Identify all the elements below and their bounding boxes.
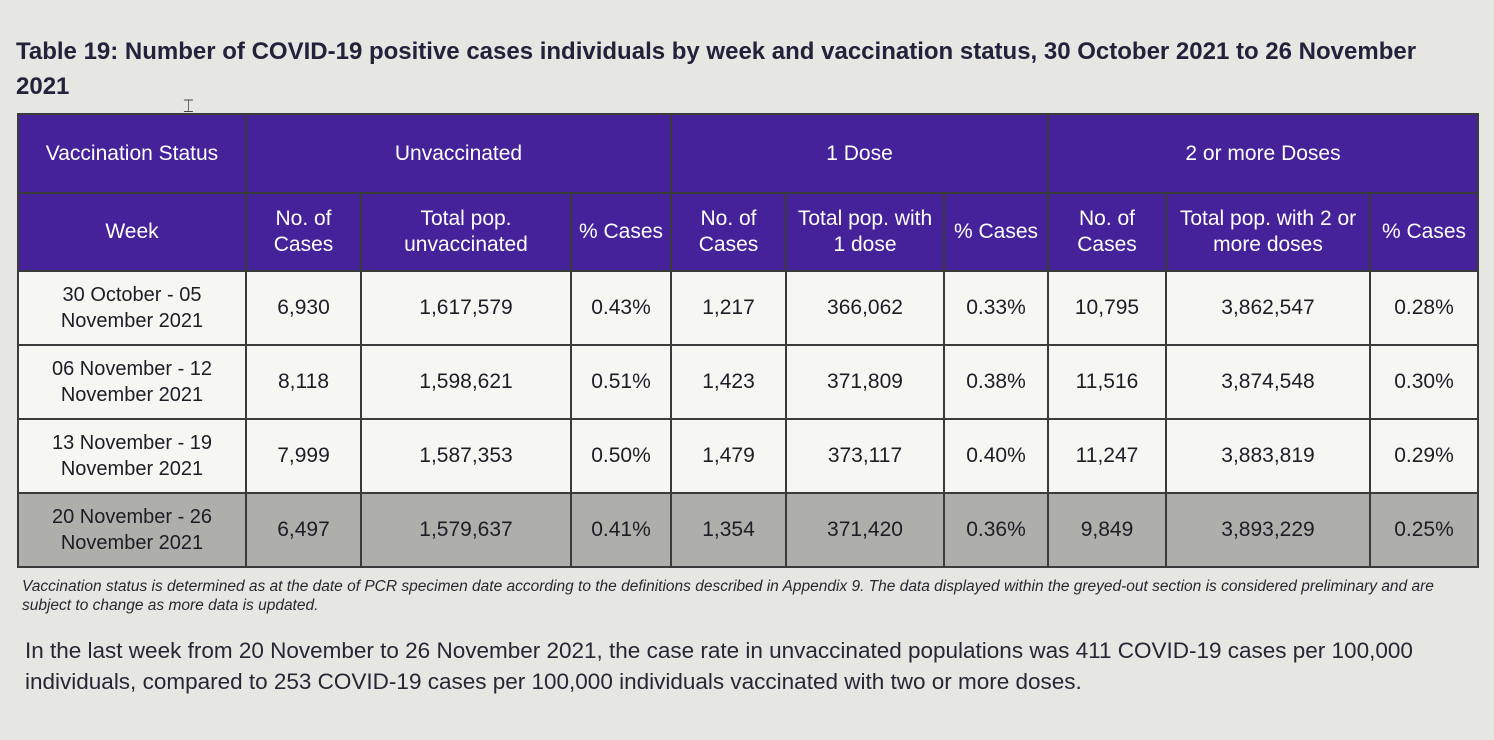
column-header-row: Week No. of Cases Total pop. unvaccinate… <box>17 192 1479 272</box>
dose2-cases-cell: 11,247 <box>1047 418 1167 494</box>
week-cell: 13 November - 19 November 2021 <box>17 418 247 494</box>
dose1-pop-cell: 371,809 <box>785 344 945 420</box>
group-header-row: Vaccination Status Unvaccinated 1 Dose 2… <box>17 113 1479 194</box>
text-cursor-icon: ⌶ <box>183 96 194 116</box>
week-cell: 30 October - 05 November 2021 <box>17 270 247 346</box>
dose2-cases-cell: 11,516 <box>1047 344 1167 420</box>
table-row: 06 November - 12 November 2021 8,118 1,5… <box>17 344 1479 420</box>
dose2-pop-cell: 3,862,547 <box>1165 270 1371 346</box>
header-one-dose: 1 Dose <box>670 113 1049 194</box>
header-dose2-cases: No. of Cases <box>1047 192 1167 272</box>
table-row: 13 November - 19 November 2021 7,999 1,5… <box>17 418 1479 494</box>
unvax-pct-cell: 0.41% <box>570 492 672 568</box>
dose2-pop-cell: 3,883,819 <box>1165 418 1371 494</box>
header-dose1-pop: Total pop. with 1 dose <box>785 192 945 272</box>
table-row-preliminary: 20 November - 26 November 2021 6,497 1,5… <box>17 492 1479 568</box>
dose2-pct-cell: 0.29% <box>1369 418 1479 494</box>
dose1-pop-cell: 366,062 <box>785 270 945 346</box>
unvax-pop-cell: 1,617,579 <box>360 270 572 346</box>
unvax-pct-cell: 0.51% <box>570 344 672 420</box>
covid-cases-table: Vaccination Status Unvaccinated 1 Dose 2… <box>17 113 1479 568</box>
unvax-cases-cell: 7,999 <box>245 418 362 494</box>
unvax-pct-cell: 0.50% <box>570 418 672 494</box>
dose2-pop-cell: 3,874,548 <box>1165 344 1371 420</box>
dose1-pop-cell: 373,117 <box>785 418 945 494</box>
header-week: Week <box>17 192 247 272</box>
dose1-pop-cell: 371,420 <box>785 492 945 568</box>
week-cell: 20 November - 26 November 2021 <box>17 492 247 568</box>
dose1-cases-cell: 1,479 <box>670 418 787 494</box>
table-title: Table 19: Number of COVID-19 positive ca… <box>16 38 1417 100</box>
table-footnote: Vaccination status is determined as at t… <box>22 578 1434 614</box>
dose1-pct-cell: 0.33% <box>943 270 1049 346</box>
table-row: 30 October - 05 November 2021 6,930 1,61… <box>17 270 1479 346</box>
header-two-or-more-doses: 2 or more Doses <box>1047 113 1479 194</box>
header-vaccination-status: Vaccination Status <box>17 113 247 194</box>
header-unvaccinated: Unvaccinated <box>245 113 672 194</box>
header-dose1-cases: No. of Cases <box>670 192 787 272</box>
dose2-pct-cell: 0.30% <box>1369 344 1479 420</box>
dose2-cases-cell: 10,795 <box>1047 270 1167 346</box>
dose1-cases-cell: 1,354 <box>670 492 787 568</box>
dose2-pct-cell: 0.28% <box>1369 270 1479 346</box>
dose2-cases-cell: 9,849 <box>1047 492 1167 568</box>
unvax-cases-cell: 6,497 <box>245 492 362 568</box>
dose2-pop-cell: 3,893,229 <box>1165 492 1371 568</box>
unvax-cases-cell: 6,930 <box>245 270 362 346</box>
dose1-pct-cell: 0.36% <box>943 492 1049 568</box>
header-unvax-pct: % Cases <box>570 192 672 272</box>
unvax-pop-cell: 1,579,637 <box>360 492 572 568</box>
header-dose2-pct: % Cases <box>1369 192 1479 272</box>
dose1-pct-cell: 0.40% <box>943 418 1049 494</box>
header-unvax-pop: Total pop. unvaccinated <box>360 192 572 272</box>
week-cell: 06 November - 12 November 2021 <box>17 344 247 420</box>
header-dose2-pop: Total pop. with 2 or more doses <box>1165 192 1371 272</box>
header-dose1-pct: % Cases <box>943 192 1049 272</box>
dose1-pct-cell: 0.38% <box>943 344 1049 420</box>
dose1-cases-cell: 1,217 <box>670 270 787 346</box>
dose2-pct-cell: 0.25% <box>1369 492 1479 568</box>
header-unvax-cases: No. of Cases <box>245 192 362 272</box>
unvax-pct-cell: 0.43% <box>570 270 672 346</box>
summary-paragraph: In the last week from 20 November to 26 … <box>25 638 1413 694</box>
unvax-pop-cell: 1,587,353 <box>360 418 572 494</box>
dose1-cases-cell: 1,423 <box>670 344 787 420</box>
unvax-pop-cell: 1,598,621 <box>360 344 572 420</box>
unvax-cases-cell: 8,118 <box>245 344 362 420</box>
